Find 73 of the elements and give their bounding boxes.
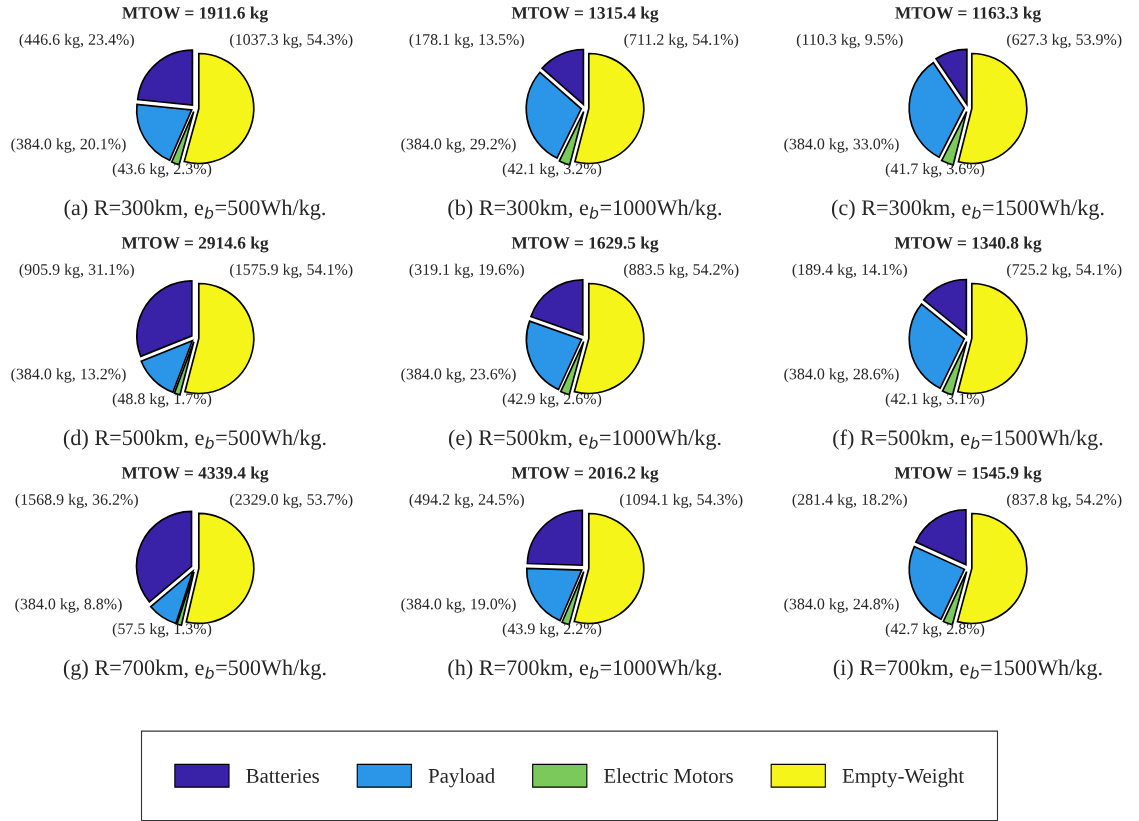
text: (i) R=700km, e$_{b}$=1500Wh/kg. <box>833 659 1102 680</box>
data-label: (110.3 kg, 9.5%) <box>796 33 903 49</box>
chart-title: MTOW = 4339.4 kg <box>121 466 269 483</box>
pie-slice <box>185 512 255 625</box>
chart-title: MTOW = 1629.5 kg <box>511 236 659 253</box>
data-label: (1575.9 kg, 54.1%) <box>230 263 353 279</box>
data-label: (42.9 kg, 2.6%) <box>502 392 602 408</box>
pie-slice <box>149 570 194 625</box>
data-label: (189.4 kg, 14.1%) <box>792 263 907 279</box>
text: (b) R=300km, e$_{b}$=1000Wh/kg. <box>448 199 722 220</box>
data-label: (319.1 kg, 19.6%) <box>409 263 524 279</box>
data-label: (384.0 kg, 33.0%) <box>784 138 899 153</box>
pie-slice <box>525 567 583 622</box>
text: (a) R=300km, e$_{b}$=500Wh/kg. <box>64 199 325 220</box>
pie-slice <box>530 279 584 336</box>
data-label: (42.1 kg, 3.2%) <box>502 162 602 178</box>
data-label: (384.0 kg, 23.6%) <box>401 368 516 383</box>
pie-slice <box>140 339 194 394</box>
chart-title: MTOW = 1163.3 kg <box>895 6 1041 23</box>
pie-slice <box>525 320 583 391</box>
pie-slice <box>908 61 965 159</box>
data-label: (281.4 kg, 18.2%) <box>792 493 907 509</box>
chart-title: MTOW = 1340.8 kg <box>894 236 1042 253</box>
pie-slice <box>541 48 585 106</box>
pie-slice <box>135 280 193 358</box>
pie-slice <box>526 509 584 567</box>
data-label: (384.0 kg, 24.8%) <box>784 598 899 613</box>
data-label: (384.0 kg, 20.1%) <box>11 138 126 153</box>
data-label: (42.1 kg, 3.1%) <box>885 392 985 408</box>
data-label: (725.2 kg, 54.1%) <box>1007 263 1122 279</box>
data-label: (1568.9 kg, 36.2%) <box>15 493 138 509</box>
pie-slice <box>922 278 968 336</box>
data-label: (48.8 kg, 1.7%) <box>112 392 212 408</box>
data-label: (711.2 kg, 54.1%) <box>624 33 739 49</box>
data-label: (384.0 kg, 13.2%) <box>11 368 126 383</box>
data-label: (384.0 kg, 29.2%) <box>401 138 516 153</box>
chart-title: MTOW = 1315.4 kg <box>511 6 659 23</box>
text: (g) R=700km, e$_{b}$=500Wh/kg. <box>63 659 326 680</box>
data-label: (384.0 kg, 28.6%) <box>784 368 899 383</box>
data-label: (1037.3 kg, 54.3%) <box>230 33 353 49</box>
pie-slice <box>136 49 194 106</box>
data-label: (446.6 kg, 23.4%) <box>19 33 134 49</box>
pie-slice <box>915 508 967 566</box>
data-label: (883.5 kg, 54.2%) <box>624 263 739 279</box>
data-label: (42.7 kg, 2.8%) <box>885 622 985 638</box>
data-label: (905.9 kg, 31.1%) <box>19 263 134 279</box>
data-label: (384.0 kg, 8.8%) <box>15 598 122 613</box>
chart-title: MTOW = 1911.6 kg <box>122 6 268 23</box>
data-label: (1094.1 kg, 54.3%) <box>620 493 743 509</box>
data-label: (627.3 kg, 53.9%) <box>1007 33 1122 49</box>
data-label: (41.7 kg, 3.6%) <box>885 162 985 178</box>
data-label: (2329.0 kg, 53.7%) <box>230 493 353 509</box>
data-label: (384.0 kg, 19.0%) <box>401 598 516 613</box>
legend-label: Empty-Weight <box>842 768 965 788</box>
data-label: (494.2 kg, 24.5%) <box>409 493 524 509</box>
data-label: (178.1 kg, 13.5%) <box>409 33 524 49</box>
data-label: (43.6 kg, 2.3%) <box>112 162 212 178</box>
data-label: (837.8 kg, 54.2%) <box>1007 493 1122 509</box>
text: (h) R=700km, e$_{b}$=1000Wh/kg. <box>448 659 722 680</box>
chart-title: MTOW = 1545.9 kg <box>894 466 1042 483</box>
chart-title: MTOW = 2016.2 kg <box>511 466 659 483</box>
pie-slice <box>935 48 968 106</box>
text: (e) R=500km, e$_{b}$=1000Wh/kg. <box>448 429 721 450</box>
text: (d) R=500km, e$_{b}$=500Wh/kg. <box>63 429 326 450</box>
legend-label: Electric Motors <box>604 768 733 783</box>
data-label: (57.5 kg, 1.3%) <box>112 622 212 638</box>
data-label: (43.9 kg, 2.2%) <box>502 622 602 638</box>
pie-slice <box>135 103 193 162</box>
chart-title: MTOW = 2914.6 kg <box>121 236 269 253</box>
text: (f) R=500km, e$_{b}$=1500Wh/kg. <box>833 429 1103 450</box>
text: (c) R=300km, e$_{b}$=1500Wh/kg. <box>831 199 1104 220</box>
legend-label: Batteries <box>246 768 319 783</box>
legend-label: Payload <box>428 768 495 788</box>
